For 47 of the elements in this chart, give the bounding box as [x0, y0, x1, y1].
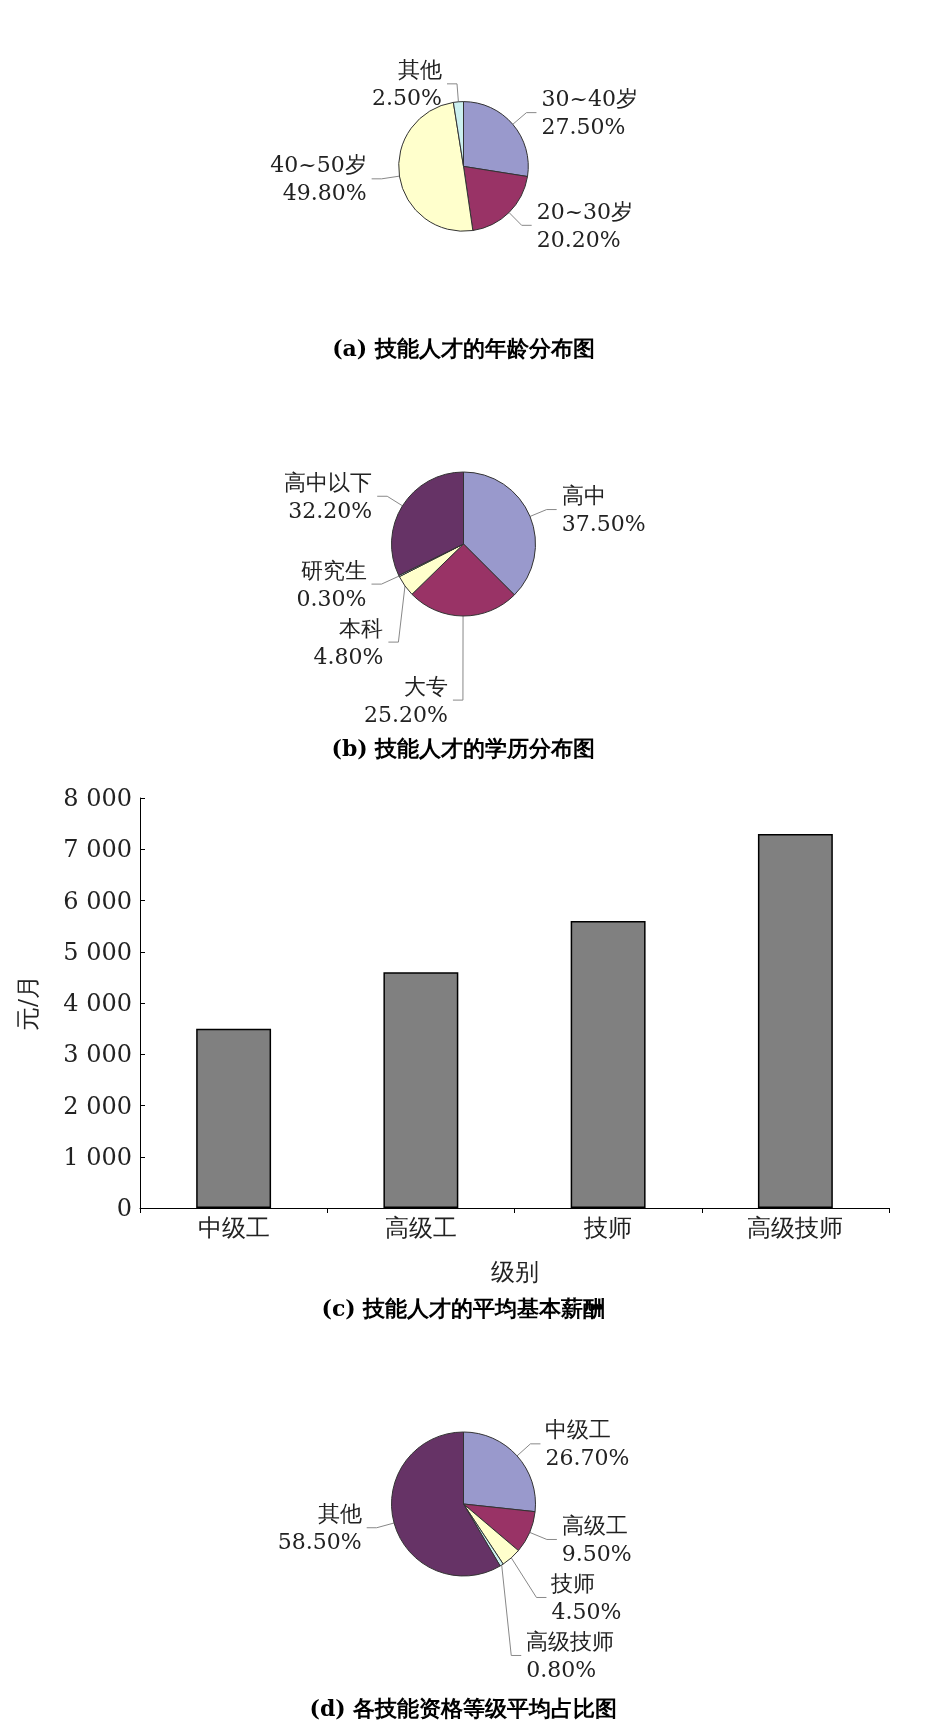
data-label: 37.50% — [561, 511, 646, 537]
data-label: 4.80% — [313, 643, 384, 669]
slice-label: 40~50岁 — [270, 152, 367, 178]
slice-label: 高中以下 — [284, 469, 373, 495]
data-label: 0.30% — [296, 585, 367, 611]
slice-label: 大专 — [403, 673, 448, 699]
data-label: 58.50% — [277, 1529, 362, 1555]
data-label: 2.50% — [372, 85, 442, 111]
y-tick-label: 5 000 — [63, 937, 132, 966]
x-tick-label: 技师 — [583, 1214, 633, 1242]
text: (c) 技能人才的平均基本薪酬 — [321, 1295, 606, 1321]
y-tick-label: 8 000 — [63, 784, 132, 812]
data-label: 4.50% — [551, 1598, 622, 1624]
slice-label: 30~40岁 — [541, 86, 638, 112]
x-tick-label: 高级工 — [384, 1214, 457, 1242]
slice-label: 其他 — [317, 1501, 362, 1527]
slice-label: 高级工 — [561, 1512, 628, 1538]
data-label: 25.20% — [364, 701, 448, 727]
y-tick-label: 2 000 — [63, 1091, 132, 1120]
y-tick-label: 1 000 — [63, 1142, 132, 1171]
y-tick-label: 3 000 — [63, 1040, 132, 1069]
slice-label: 研究生 — [300, 557, 367, 583]
y-tick-label: 4 000 — [63, 989, 132, 1017]
text: (b) 技能人才的学历分布图 — [331, 735, 596, 761]
text: (a) 技能人才的年龄分布图 — [332, 335, 595, 361]
data-label: 27.50% — [541, 114, 626, 140]
slice-label: 高级技师 — [526, 1628, 615, 1654]
y-tick-label: 6 000 — [63, 886, 132, 915]
data-label: 0.80% — [526, 1656, 597, 1682]
data-label: 20.20% — [536, 226, 621, 252]
slice-label: 其他 — [398, 57, 442, 83]
data-label: 32.20% — [288, 497, 373, 523]
x-tick-label: 中级工 — [197, 1214, 270, 1242]
data-label: 49.80% — [282, 180, 367, 206]
x-tick-label: 高级技师 — [747, 1214, 844, 1242]
y-tick-label: 0 — [116, 1194, 132, 1222]
data-label: 9.50% — [561, 1540, 632, 1566]
slice-label: 高中 — [561, 483, 606, 509]
slice-label: 技师 — [550, 1570, 596, 1596]
x-axis-title: 级别 — [490, 1258, 539, 1286]
slice-label: 20~30岁 — [536, 198, 634, 224]
slice-label: 中级工 — [545, 1417, 612, 1443]
slice-label: 本科 — [339, 615, 384, 641]
y-tick-label: 7 000 — [63, 835, 132, 864]
y-axis-title: 元/月 — [14, 974, 42, 1032]
text: (d) 各技能资格等级平均占比图 — [309, 1695, 618, 1721]
data-label: 26.70% — [545, 1445, 630, 1471]
